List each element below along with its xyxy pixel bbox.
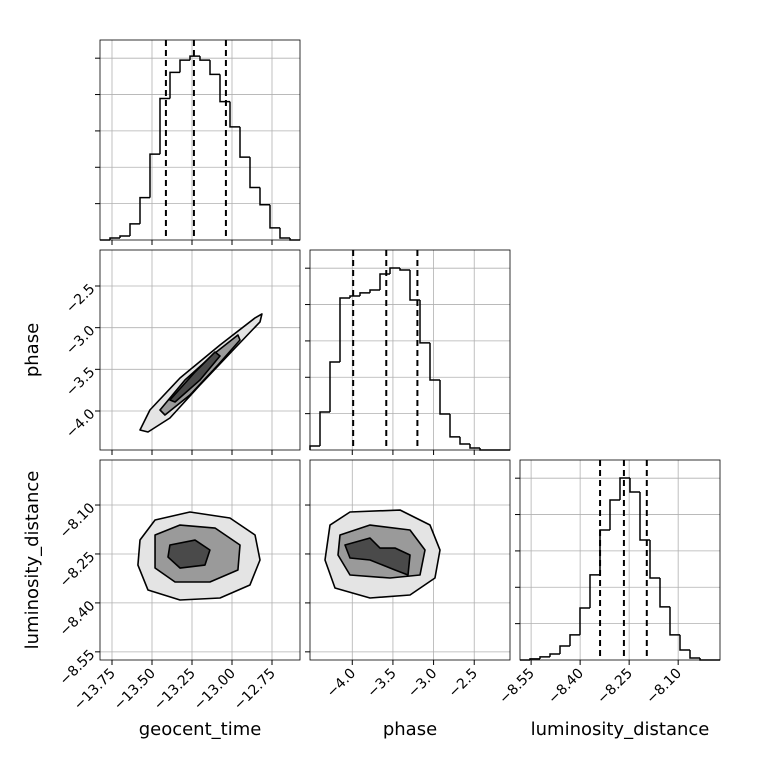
hist-step (259, 187, 270, 206)
hist-step (389, 267, 400, 274)
x-tick-label: −12.75 (231, 666, 279, 714)
panel-frame (309, 459, 511, 661)
x-axis-label: geocent_time (139, 719, 262, 740)
hist-step (189, 55, 200, 61)
x-tick-label: −8.25 (594, 666, 636, 708)
hist-step (109, 237, 120, 240)
hist-step (689, 650, 700, 659)
contour (169, 351, 221, 403)
hist-step (599, 529, 610, 575)
hist-step (309, 445, 320, 450)
y-tick-label: −3.0 (63, 323, 98, 358)
x-tick-label: −3.0 (405, 666, 440, 701)
contour (167, 539, 211, 569)
y-tick-label: −8.10 (57, 500, 99, 542)
hist-step (399, 268, 410, 271)
hist-step (419, 300, 430, 344)
x-axis-label: phase (383, 719, 437, 740)
hist-step (459, 436, 470, 445)
hist-step (639, 492, 650, 541)
x-tick-label: −8.10 (643, 666, 685, 708)
hist-step (679, 634, 690, 651)
x-tick-label: −13.00 (191, 666, 239, 714)
hist-step (609, 499, 620, 530)
x-tick-label: −3.5 (364, 666, 399, 701)
hist-step (149, 153, 160, 198)
x-tick-label: −8.55 (496, 666, 538, 708)
x-tick-label: −13.50 (111, 666, 159, 714)
hist-step (339, 297, 350, 362)
panel-frame (519, 459, 721, 661)
contour (344, 537, 411, 576)
hist-step (619, 477, 630, 500)
panel-frame (309, 249, 511, 451)
hist-step (449, 414, 460, 438)
hist-step (569, 634, 580, 646)
hist-step (179, 59, 190, 73)
hist-step (539, 656, 550, 659)
hist-step (579, 607, 590, 635)
hist-step (439, 380, 450, 415)
hist-step (629, 478, 640, 493)
y-tick-label: −8.25 (57, 549, 99, 591)
hist-step (659, 578, 670, 608)
y-axis-label: phase (22, 323, 43, 377)
hist-step (559, 645, 570, 654)
x-tick-label: −8.40 (545, 666, 587, 708)
hist-step (549, 653, 560, 657)
y-tick-label: −4.0 (63, 406, 98, 441)
hist-step (589, 574, 600, 608)
hist-step (139, 196, 150, 224)
x-tick-label: −4.0 (324, 666, 359, 701)
panel-frame (99, 249, 301, 451)
hist-step (269, 204, 280, 229)
hist-step (229, 101, 240, 128)
y-axis-label: luminosity_distance (22, 471, 43, 650)
hist-step (369, 289, 380, 293)
y-tick-label: −8.40 (57, 598, 99, 640)
hist-step (209, 60, 220, 76)
hist-step (349, 295, 360, 298)
hist-step (119, 235, 130, 238)
hist-step (319, 411, 330, 446)
hist-step (329, 361, 340, 412)
hist-step (409, 270, 420, 301)
hist-step (359, 292, 370, 296)
hist-step (129, 223, 140, 236)
hist-step (169, 71, 180, 99)
hist-step (249, 157, 260, 189)
hist-step (219, 74, 230, 103)
x-tick-label: −2.5 (446, 666, 481, 701)
hist-step (429, 342, 440, 381)
hist-step (379, 273, 390, 290)
panel-frame (99, 39, 301, 241)
y-tick-label: −2.5 (63, 281, 98, 316)
hist-step (239, 126, 250, 158)
hist-step (649, 540, 660, 579)
hist-step (279, 227, 290, 239)
panel-frame (99, 459, 301, 661)
hist-step (469, 444, 480, 449)
y-tick-label: −3.5 (63, 364, 98, 399)
hist-step (669, 606, 680, 636)
hist-step (199, 56, 210, 61)
hist-step (159, 97, 170, 155)
x-tick-label: −13.25 (151, 666, 199, 714)
x-axis-label: luminosity_distance (531, 719, 710, 740)
